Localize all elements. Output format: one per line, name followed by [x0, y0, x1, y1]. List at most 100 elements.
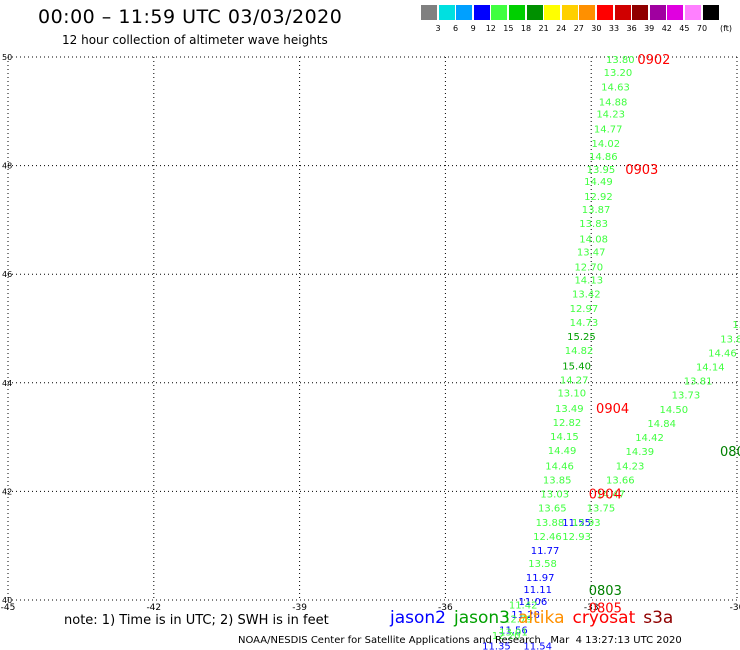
pass-time-label: 0803 [589, 584, 622, 599]
lat-tick-label: 42 [2, 487, 12, 496]
lon-tick-label: -45 [1, 603, 16, 613]
wave-height-value: 14.46 [545, 461, 574, 472]
wave-height-value: 13.13 [732, 320, 740, 331]
satellite-legend: jason2 jason3 altika cryosat s3a [390, 608, 681, 628]
wave-height-value: 12.79 [504, 614, 533, 625]
lat-tick-label: 46 [2, 270, 12, 279]
lon-tick-label: -33 [584, 603, 599, 613]
wave-height-value: 13.49 [555, 404, 584, 415]
wave-height-value: 14.63 [601, 82, 630, 93]
wave-height-value: 14.88 [599, 98, 628, 109]
scale-label: 39 [644, 24, 655, 33]
wave-height-value: 14.39 [625, 447, 654, 458]
scale-swatch [438, 5, 455, 20]
scale-swatch [614, 5, 631, 20]
scale-label: 42 [661, 24, 672, 33]
wave-height-value: 11.56 [499, 625, 528, 636]
wave-height-value: 14.73 [570, 318, 599, 329]
wave-height-value: 13.42 [572, 290, 601, 301]
scale-label: 9 [470, 24, 476, 33]
wave-height-value: 13.95 [587, 165, 616, 176]
pass-time-label: 0805 [589, 602, 622, 617]
scale-swatch [632, 5, 649, 20]
wave-height-value: 14.13 [574, 276, 603, 287]
scale-swatch [456, 5, 473, 20]
wave-height-value: 14.08 [579, 234, 608, 245]
scale-label: 18 [520, 24, 532, 33]
wave-height-value: 12.97 [570, 304, 599, 315]
wave-height-value: 15.25 [567, 332, 596, 343]
wave-height-value: 14.02 [591, 139, 620, 150]
wave-height-value: 13.73 [672, 391, 701, 402]
wave-height-value: 13.87 [582, 205, 611, 216]
satellite-s3a: s3a [643, 608, 674, 628]
wave-height-value: 14.47 [596, 490, 625, 501]
wave-height-value: 11.35 [482, 642, 511, 650]
lat-tick-label: 48 [2, 162, 12, 171]
lat-tick-label: 50 [2, 53, 12, 62]
scale-swatch [509, 5, 525, 20]
wave-height-value: 14.86 [589, 152, 618, 163]
scale-swatch [561, 5, 578, 20]
wave-height-value: 12.93 [562, 532, 591, 543]
wave-height-value: 14.27 [560, 376, 589, 387]
scale-swatch [491, 5, 508, 20]
map-title: 00:00 – 11:59 UTC 03/03/2020 [38, 6, 343, 28]
wave-height-value: 14.42 [635, 433, 664, 444]
wave-height-value: 15.40 [562, 361, 591, 372]
wave-height-value: 11.54 [523, 642, 552, 650]
wave-height-value: 13.03 [540, 490, 569, 501]
wave-height-value: 14.46 [708, 348, 737, 359]
scale-swatch [544, 5, 561, 20]
footer-note: note: 1) Time is in UTC; 2) SWH is in fe… [64, 613, 329, 628]
wave-height-value: 12.92 [584, 192, 613, 203]
scale-swatch [702, 5, 719, 20]
scale-swatch [649, 5, 666, 20]
satellite-jason3: jason3 [454, 608, 510, 628]
wave-height-value: 12.93 [572, 518, 601, 529]
scale-label: 33 [608, 24, 620, 33]
wave-height-value: 13.88 [536, 518, 565, 529]
wave-height-value: 13.75 [587, 504, 616, 515]
scale-label: 30 [591, 24, 602, 33]
pass-time-label: 0804 [720, 445, 740, 460]
scale-label: 3 [435, 24, 441, 33]
pass-time-label: 0904 [596, 402, 629, 417]
wave-height-value: 14.15 [550, 432, 579, 443]
wave-height-value: 12.70 [574, 263, 603, 274]
scale-swatch [526, 5, 543, 20]
scale-swatch [667, 5, 684, 20]
satellite-cryosat: cryosat [572, 608, 636, 628]
wave-height-value: 13.10 [557, 389, 586, 400]
wave-height-value: 14.82 [565, 346, 594, 357]
wave-height-value: 13.58 [528, 559, 557, 570]
lat-tick-label: 44 [2, 379, 12, 388]
wave-height-value: 11.77 [531, 546, 560, 557]
scale-unit: (ft) [720, 24, 733, 33]
scale-label: 21 [538, 24, 549, 33]
wave-height-value: 11.28 [511, 610, 540, 621]
scale-label: 15 [503, 24, 514, 33]
scale-label: 45 [679, 24, 690, 33]
wave-height-value: 14.84 [647, 419, 676, 430]
wave-height-value: 14.77 [594, 125, 623, 136]
scale-swatch [685, 5, 701, 20]
satellite-jason2: jason2 [390, 608, 446, 628]
scale-swatch [597, 5, 613, 20]
pass-time-label: 0902 [637, 53, 670, 68]
lon-tick-label: -36 [438, 603, 453, 613]
wave-height-value: 11.55 [562, 518, 591, 529]
wave-height-value: 14.49 [584, 177, 613, 188]
wave-height-value: 14.50 [659, 405, 688, 416]
wave-height-value: 14.14 [696, 363, 725, 374]
scale-label: 27 [573, 24, 584, 33]
wave-height-value: 13.81 [684, 377, 713, 388]
scale-label: 6 [453, 24, 459, 33]
wave-height-value: 13.66 [606, 475, 635, 486]
wave-height-value: 13.47 [577, 247, 606, 258]
lon-tick-label: -42 [146, 603, 161, 613]
wave-height-value: 14.23 [616, 461, 645, 472]
lon-tick-label: -39 [292, 603, 307, 613]
satellite-altika: altika [518, 608, 565, 628]
wave-height-value: 13.65 [538, 504, 567, 515]
